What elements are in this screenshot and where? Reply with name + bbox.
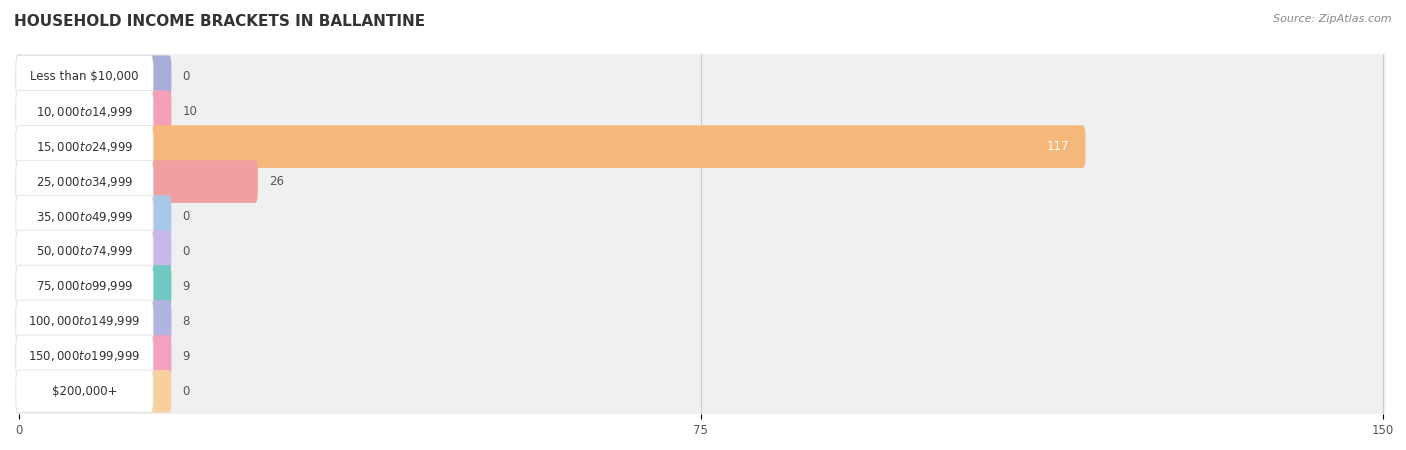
Text: $200,000+: $200,000+ xyxy=(52,385,117,398)
FancyBboxPatch shape xyxy=(15,300,172,343)
Text: 0: 0 xyxy=(183,70,190,83)
FancyBboxPatch shape xyxy=(15,370,172,413)
FancyBboxPatch shape xyxy=(15,225,1385,277)
Text: $25,000 to $34,999: $25,000 to $34,999 xyxy=(35,175,134,189)
Text: 8: 8 xyxy=(183,315,190,328)
FancyBboxPatch shape xyxy=(15,90,153,133)
FancyBboxPatch shape xyxy=(15,156,1385,207)
FancyBboxPatch shape xyxy=(15,121,1385,172)
Text: $15,000 to $24,999: $15,000 to $24,999 xyxy=(35,140,134,153)
Text: 9: 9 xyxy=(183,280,190,293)
FancyBboxPatch shape xyxy=(15,261,1385,312)
Text: Less than $10,000: Less than $10,000 xyxy=(31,70,139,83)
Text: $50,000 to $74,999: $50,000 to $74,999 xyxy=(35,244,134,258)
Text: 0: 0 xyxy=(183,385,190,398)
Text: 10: 10 xyxy=(183,105,197,118)
FancyBboxPatch shape xyxy=(15,51,1385,103)
FancyBboxPatch shape xyxy=(15,296,1385,347)
FancyBboxPatch shape xyxy=(15,86,1385,138)
Text: $10,000 to $14,999: $10,000 to $14,999 xyxy=(35,105,134,119)
FancyBboxPatch shape xyxy=(15,55,153,98)
Text: 0: 0 xyxy=(183,245,190,258)
FancyBboxPatch shape xyxy=(15,195,172,238)
Text: 117: 117 xyxy=(1046,140,1069,153)
Text: 26: 26 xyxy=(269,175,284,188)
FancyBboxPatch shape xyxy=(15,191,1385,243)
FancyBboxPatch shape xyxy=(15,265,172,308)
Text: $75,000 to $99,999: $75,000 to $99,999 xyxy=(35,279,134,293)
FancyBboxPatch shape xyxy=(15,365,1385,417)
FancyBboxPatch shape xyxy=(15,160,257,203)
Text: 9: 9 xyxy=(183,350,190,363)
FancyBboxPatch shape xyxy=(15,335,172,378)
Text: 0: 0 xyxy=(183,210,190,223)
FancyBboxPatch shape xyxy=(15,55,172,98)
Text: $35,000 to $49,999: $35,000 to $49,999 xyxy=(35,210,134,224)
FancyBboxPatch shape xyxy=(15,230,172,273)
FancyBboxPatch shape xyxy=(15,195,153,238)
FancyBboxPatch shape xyxy=(15,330,1385,382)
FancyBboxPatch shape xyxy=(15,125,1085,168)
FancyBboxPatch shape xyxy=(15,230,153,273)
FancyBboxPatch shape xyxy=(15,370,153,413)
FancyBboxPatch shape xyxy=(15,90,172,133)
FancyBboxPatch shape xyxy=(15,265,153,308)
FancyBboxPatch shape xyxy=(15,335,153,378)
Text: $150,000 to $199,999: $150,000 to $199,999 xyxy=(28,349,141,363)
FancyBboxPatch shape xyxy=(15,160,153,203)
FancyBboxPatch shape xyxy=(15,300,153,343)
FancyBboxPatch shape xyxy=(15,125,153,168)
Text: HOUSEHOLD INCOME BRACKETS IN BALLANTINE: HOUSEHOLD INCOME BRACKETS IN BALLANTINE xyxy=(14,14,425,28)
Text: Source: ZipAtlas.com: Source: ZipAtlas.com xyxy=(1274,14,1392,23)
Text: $100,000 to $149,999: $100,000 to $149,999 xyxy=(28,315,141,328)
